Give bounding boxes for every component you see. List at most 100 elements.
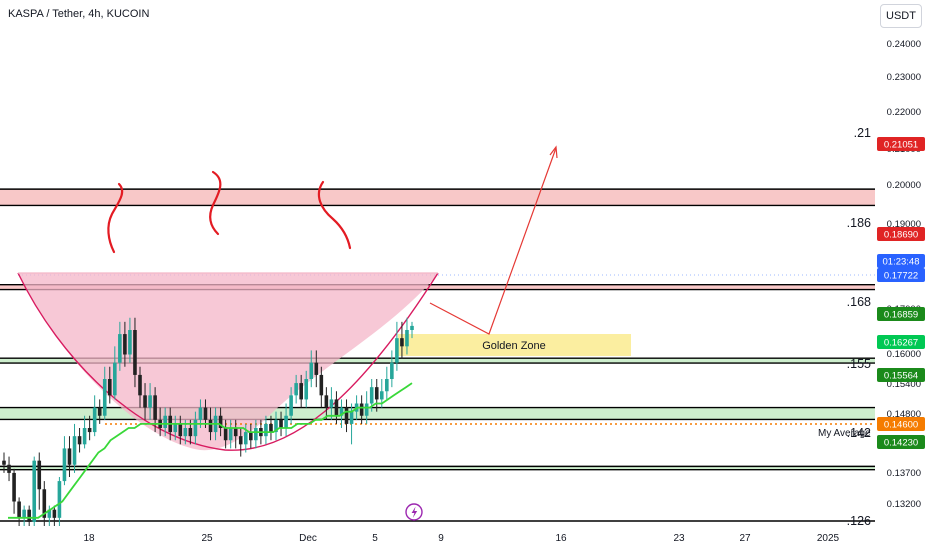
golden-zone-box <box>398 334 631 356</box>
candle-body <box>12 472 16 502</box>
candle-body <box>364 403 369 416</box>
x-tick-label: 27 <box>739 533 751 544</box>
price-label-text: 0.15564 <box>884 371 918 382</box>
price-label-text: 0.18690 <box>884 230 918 241</box>
candle-body <box>123 334 127 355</box>
price-label-text: 0.17722 <box>884 271 918 282</box>
x-tick-label: 16 <box>555 533 567 544</box>
x-tick-label: 25 <box>201 533 213 544</box>
candle-body <box>218 415 223 428</box>
candle-body <box>97 407 102 416</box>
candle-body <box>289 395 293 416</box>
candle-body <box>334 399 339 416</box>
candle-body <box>37 460 42 490</box>
golden-zone: Golden Zone <box>398 334 631 356</box>
candle-body <box>395 338 399 363</box>
golden-zone-label: Golden Zone <box>482 340 546 352</box>
candle-body <box>102 379 107 416</box>
x-tick-label: 2025 <box>817 533 840 544</box>
level-label: .168 <box>847 295 871 309</box>
candle-body <box>319 374 324 396</box>
candle-body <box>329 399 334 408</box>
symbol-title[interactable]: KASPA / Tether, 4h, KUCOIN <box>8 8 150 20</box>
candle-body <box>294 383 298 396</box>
candle-body <box>339 407 344 416</box>
level-label: .142 <box>847 426 871 440</box>
y-tick-label: 0.13200 <box>887 499 921 510</box>
candle-body <box>374 387 379 400</box>
candle-body <box>143 395 147 408</box>
projection-arrow <box>429 147 557 335</box>
candle-body <box>198 407 203 420</box>
candle-body <box>379 391 384 400</box>
candle-body <box>385 379 389 392</box>
zone-band <box>0 466 875 470</box>
candle-body <box>87 428 92 433</box>
y-tick-label: 0.19000 <box>887 219 921 230</box>
candle-body <box>410 325 414 330</box>
x-tick-label: Dec <box>299 533 317 544</box>
y-tick-label: 0.24000 <box>887 39 921 50</box>
moving-average <box>8 382 413 519</box>
candle-body <box>269 423 273 433</box>
candle-body <box>309 362 314 379</box>
squiggle-1 <box>107 182 124 254</box>
price-label-box <box>877 417 925 431</box>
y-tick-label: 0.13700 <box>887 468 921 479</box>
candle-body <box>223 428 228 441</box>
y-tick-label: 0.14800 <box>887 409 921 420</box>
y-tick-label: 0.22000 <box>887 107 921 118</box>
drawings <box>107 145 558 335</box>
price-label-box <box>877 254 925 268</box>
candle-body <box>243 432 248 445</box>
price-label-box <box>877 268 925 282</box>
candle-body <box>27 509 31 522</box>
zone-band <box>0 189 875 206</box>
candle-body <box>138 374 142 396</box>
price-label-box <box>877 137 925 151</box>
candle-body <box>153 395 157 420</box>
currency-button[interactable]: USDT <box>880 4 922 28</box>
candle-body <box>324 395 329 408</box>
candle-body <box>369 387 374 404</box>
x-tick-label: 23 <box>673 533 685 544</box>
candle-body <box>52 509 57 518</box>
my-average-label: My Average <box>818 428 871 439</box>
candle-body <box>314 362 319 375</box>
price-label-text: 01:23:48 <box>883 257 920 268</box>
zone-band <box>0 407 875 420</box>
price-label-box <box>877 335 925 349</box>
level-label: .186 <box>847 216 871 230</box>
candle-body <box>2 460 6 465</box>
level-label: .126 <box>847 514 871 528</box>
candle-body <box>228 428 233 441</box>
candle-body <box>77 436 82 445</box>
candle-body <box>113 362 117 396</box>
candle-body <box>400 338 404 347</box>
candle-body <box>47 509 52 518</box>
candle-body <box>183 428 188 437</box>
candle-body <box>249 432 253 441</box>
candle-body <box>359 403 364 416</box>
lightning-icon[interactable] <box>405 503 423 521</box>
cup-pattern <box>17 272 439 451</box>
candle-body <box>67 448 72 465</box>
candle-body <box>7 464 11 473</box>
price-label-box <box>877 307 925 321</box>
candle-body <box>133 330 137 375</box>
price-label-box <box>877 227 925 241</box>
candle-body <box>148 395 152 408</box>
price-label-box <box>877 435 925 449</box>
candle-body <box>17 501 21 518</box>
candle-body <box>188 428 193 437</box>
candle-body <box>178 423 183 437</box>
x-tick-label: 18 <box>83 533 95 544</box>
candle-body <box>193 419 198 437</box>
candle-body <box>274 419 278 433</box>
candle-body <box>107 379 112 396</box>
price-label-text: 0.16859 <box>884 310 918 321</box>
candle-body <box>279 419 283 428</box>
candle-body <box>238 436 243 445</box>
